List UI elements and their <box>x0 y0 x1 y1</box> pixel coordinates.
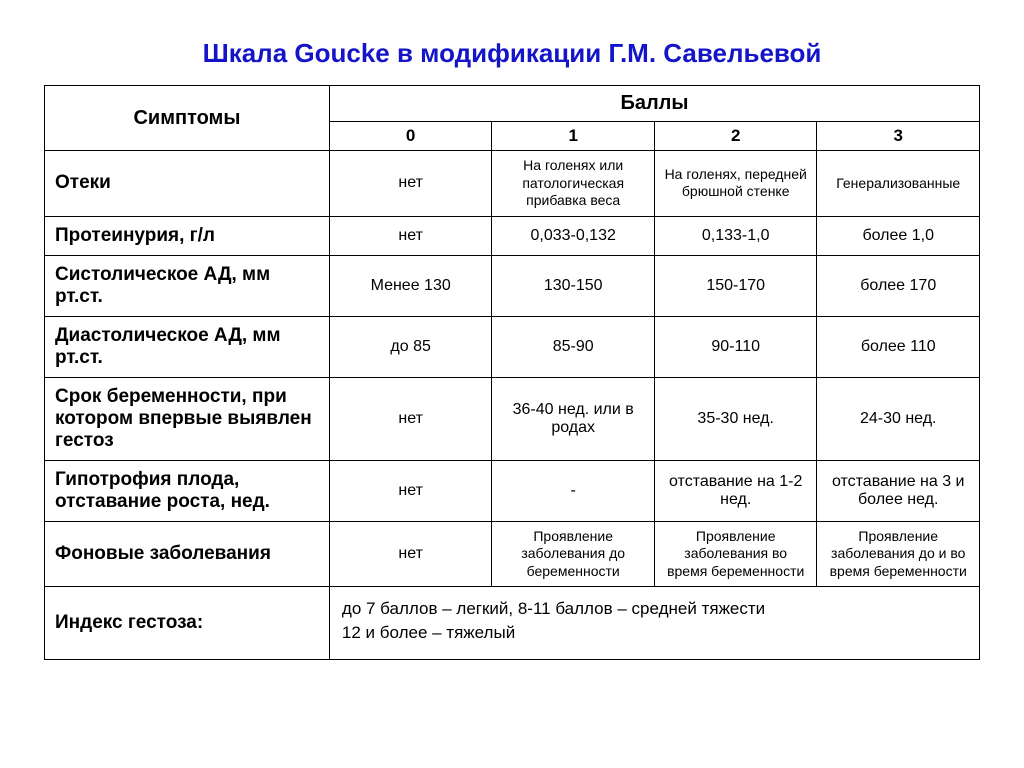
cell: На голенях, передней брюшной стенке <box>654 151 817 217</box>
cell: 24-30 нед. <box>817 377 980 460</box>
cell: Генерализованные <box>817 151 980 217</box>
row-label: Гипотрофия плода, отставание роста, нед. <box>45 460 330 521</box>
row-label: Систолическое АД, мм рт.ст. <box>45 255 330 316</box>
row-label: Срок беременности, при котором впервые в… <box>45 377 330 460</box>
row-label: Фоновые заболевания <box>45 521 330 587</box>
cell: более 110 <box>817 316 980 377</box>
cell: отставание на 1-2 нед. <box>654 460 817 521</box>
table-row: Систолическое АД, мм рт.ст.Менее 130130-… <box>45 255 980 316</box>
cell: более 170 <box>817 255 980 316</box>
cell: до 85 <box>329 316 492 377</box>
cell: 36-40 нед. или в родах <box>492 377 655 460</box>
table-row: Протеинурия, г/лнет0,033-0,1320,133-1,0б… <box>45 216 980 255</box>
cell: нет <box>329 151 492 217</box>
cell: нет <box>329 377 492 460</box>
cell: - <box>492 460 655 521</box>
row-label: Отеки <box>45 151 330 217</box>
cell: 85-90 <box>492 316 655 377</box>
header-symptoms: Симптомы <box>45 86 330 151</box>
table-row: Срок беременности, при котором впервые в… <box>45 377 980 460</box>
cell: Проявление заболевания до беременности <box>492 521 655 587</box>
index-label: Индекс гестоза: <box>45 587 330 660</box>
page-title: Шкала Goucke в модификации Г.М. Савельев… <box>44 38 980 69</box>
header-score-2: 2 <box>654 122 817 151</box>
table-body: ОтекинетНа голенях или патологическая пр… <box>45 151 980 660</box>
scale-table: Симптомы Баллы 0 1 2 3 ОтекинетНа голеня… <box>44 85 980 660</box>
index-line1: до 7 баллов – легкий, 8-11 баллов – сред… <box>342 599 765 618</box>
cell: более 1,0 <box>817 216 980 255</box>
cell: На голенях или патологическая прибавка в… <box>492 151 655 217</box>
cell: 0,033-0,132 <box>492 216 655 255</box>
cell: 150-170 <box>654 255 817 316</box>
cell: 90-110 <box>654 316 817 377</box>
row-label: Протеинурия, г/л <box>45 216 330 255</box>
cell: отставание на 3 и более нед. <box>817 460 980 521</box>
cell: 130-150 <box>492 255 655 316</box>
header-scores-label: Баллы <box>329 86 979 122</box>
index-value: до 7 баллов – легкий, 8-11 баллов – сред… <box>329 587 979 660</box>
header-score-3: 3 <box>817 122 980 151</box>
cell: нет <box>329 460 492 521</box>
table-row: Фоновые заболеваниянетПроявление заболев… <box>45 521 980 587</box>
table-row: Гипотрофия плода, отставание роста, нед.… <box>45 460 980 521</box>
cell: Проявление заболевания во время беременн… <box>654 521 817 587</box>
cell: Проявление заболевания до и во время бер… <box>817 521 980 587</box>
table-row: ОтекинетНа голенях или патологическая пр… <box>45 151 980 217</box>
table-row: Диастолическое АД, мм рт.ст.до 8585-9090… <box>45 316 980 377</box>
row-label: Диастолическое АД, мм рт.ст. <box>45 316 330 377</box>
cell: нет <box>329 521 492 587</box>
header-score-1: 1 <box>492 122 655 151</box>
index-row: Индекс гестоза: до 7 баллов – легкий, 8-1… <box>45 587 980 660</box>
cell: Менее 130 <box>329 255 492 316</box>
header-score-0: 0 <box>329 122 492 151</box>
index-line2: 12 и более – тяжелый <box>342 623 515 642</box>
cell: 35-30 нед. <box>654 377 817 460</box>
cell: 0,133-1,0 <box>654 216 817 255</box>
cell: нет <box>329 216 492 255</box>
